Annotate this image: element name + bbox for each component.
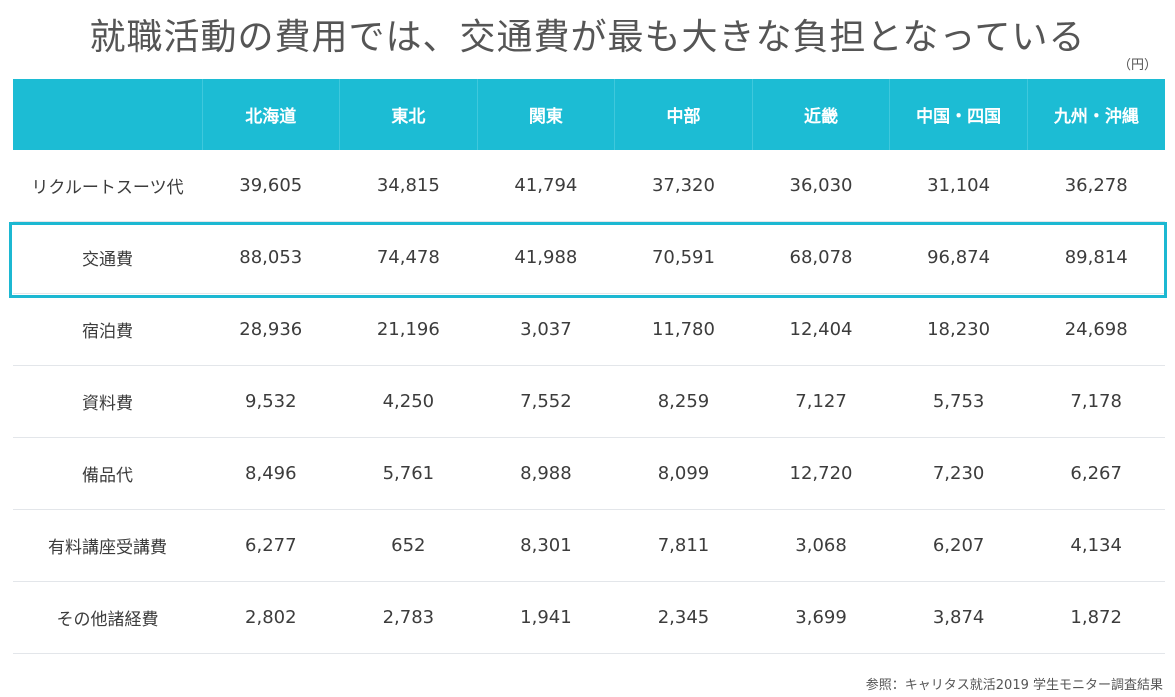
table-cell: 24,698 — [1027, 293, 1165, 366]
table-cell: 41,794 — [477, 150, 615, 222]
table-cell: 3,699 — [752, 581, 890, 654]
table-cell: 7,178 — [1027, 365, 1165, 438]
column-header: 関東 — [477, 79, 616, 150]
column-header: 近畿 — [752, 79, 891, 150]
table-cell: 2,802 — [202, 581, 340, 654]
row-label: 有料講座受講費 — [13, 509, 202, 582]
column-header: 九州・沖縄 — [1027, 79, 1165, 150]
table-cell: 34,815 — [339, 150, 478, 222]
table-cell: 28,936 — [202, 293, 340, 366]
table-cell: 6,267 — [1027, 437, 1165, 510]
table-cell: 36,030 — [752, 150, 890, 222]
table-cell: 31,104 — [889, 150, 1028, 222]
row-label: 備品代 — [13, 437, 202, 510]
table-header: 北海道 東北 関東 中部 近畿 中国・四国 九州・沖縄 — [13, 79, 1165, 150]
table-row: 宿泊費 28,936 21,196 3,037 11,780 12,404 18,230 24… — [13, 293, 1165, 366]
table-row: 有料講座受講費 6,277 652 8,301 7,811 3,068 6,207 4,134 — [13, 509, 1165, 582]
table-row: 備品代 8,496 5,761 8,988 8,099 12,720 7,230 6,267 — [13, 437, 1165, 510]
table-cell: 7,811 — [614, 509, 753, 582]
table-cell: 39,605 — [202, 150, 340, 222]
table-cell: 5,753 — [889, 365, 1028, 438]
table-cell: 7,552 — [477, 365, 615, 438]
column-header: 北海道 — [202, 79, 341, 150]
table-cell: 9,532 — [202, 365, 340, 438]
table-cell: 8,496 — [202, 437, 340, 510]
table-cell: 88,053 — [202, 221, 340, 294]
table-cell: 37,320 — [614, 150, 753, 222]
table-cell: 4,250 — [339, 365, 478, 438]
table-cell: 12,404 — [752, 293, 890, 366]
row-label: その他諸経費 — [13, 581, 202, 654]
column-header: 東北 — [339, 79, 478, 150]
table-cell: 70,591 — [614, 221, 753, 294]
table-cell: 4,134 — [1027, 509, 1165, 582]
unit-label: （円） — [1117, 58, 1157, 73]
table-cell: 2,345 — [614, 581, 753, 654]
table-cell: 5,761 — [339, 437, 478, 510]
row-label: 交通費 — [13, 221, 202, 294]
column-header: 中国・四国 — [889, 79, 1028, 150]
source-note: 参照：キャリタス就活2019 学生モニター調査結果 — [865, 678, 1163, 693]
table-row: 資料費 9,532 4,250 7,552 8,259 7,127 5,753 7,178 — [13, 365, 1165, 438]
table-row: リクルートスーツ代 39,605 34,815 41,794 37,320 36,030 3… — [13, 150, 1165, 222]
table-cell: 8,301 — [477, 509, 615, 582]
table-cell: 1,941 — [477, 581, 615, 654]
row-label: リクルートスーツ代 — [13, 150, 202, 222]
table-row: その他諸経費 2,802 2,783 1,941 2,345 3,699 3,874 1,87… — [13, 581, 1165, 654]
table-cell: 3,874 — [889, 581, 1028, 654]
table-cell: 3,037 — [477, 293, 615, 366]
cost-table: 北海道 東北 関東 中部 近畿 中国・四国 九州・沖縄 リクルートスーツ代 39,605 34,… — [13, 79, 1165, 654]
table-cell: 8,988 — [477, 437, 615, 510]
table-cell: 74,478 — [339, 221, 478, 294]
table-cell: 8,099 — [614, 437, 753, 510]
header-corner — [13, 79, 203, 150]
table-cell: 6,207 — [889, 509, 1028, 582]
table-cell: 8,259 — [614, 365, 753, 438]
table-cell: 36,278 — [1027, 150, 1165, 222]
table-row: 交通費 88,053 74,478 41,988 70,591 68,078 96,874 8… — [13, 221, 1165, 294]
table-cell: 68,078 — [752, 221, 890, 294]
table-cell: 18,230 — [889, 293, 1028, 366]
table-cell: 41,988 — [477, 221, 615, 294]
table-cell: 6,277 — [202, 509, 340, 582]
table-cell: 652 — [339, 509, 478, 582]
table-cell: 7,127 — [752, 365, 890, 438]
table-cell: 11,780 — [614, 293, 753, 366]
table-cell: 12,720 — [752, 437, 890, 510]
cost-table-container: 北海道 東北 関東 中部 近畿 中国・四国 九州・沖縄 リクルートスーツ代 39,605 34,… — [13, 79, 1165, 654]
table-cell: 1,872 — [1027, 581, 1165, 654]
chart-title: 就職活動の費用では、交通費が最も大きな負担となっている — [89, 17, 1086, 58]
row-label: 宿泊費 — [13, 293, 202, 366]
table-cell: 3,068 — [752, 509, 890, 582]
table-cell: 96,874 — [889, 221, 1028, 294]
row-label: 資料費 — [13, 365, 202, 438]
table-body: リクルートスーツ代 39,605 34,815 41,794 37,320 36,030 3… — [13, 150, 1165, 654]
table-cell: 21,196 — [339, 293, 478, 366]
column-header: 中部 — [614, 79, 753, 150]
header-row: 北海道 東北 関東 中部 近畿 中国・四国 九州・沖縄 — [13, 79, 1165, 150]
table-cell: 2,783 — [339, 581, 478, 654]
table-cell: 7,230 — [889, 437, 1028, 510]
table-cell: 89,814 — [1027, 221, 1165, 294]
